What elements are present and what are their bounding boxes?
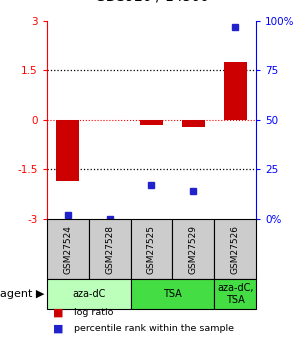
Bar bbox=[131, 219, 172, 279]
Bar bbox=[224, 62, 247, 120]
Text: ■: ■ bbox=[53, 307, 64, 317]
Bar bbox=[47, 279, 131, 309]
Text: percentile rank within the sample: percentile rank within the sample bbox=[74, 324, 234, 333]
Text: agent ▶: agent ▶ bbox=[0, 289, 44, 299]
Bar bbox=[214, 279, 256, 309]
Bar bbox=[214, 219, 256, 279]
Bar bbox=[56, 120, 79, 181]
Text: GSM27525: GSM27525 bbox=[147, 225, 156, 274]
Text: aza-dC: aza-dC bbox=[72, 289, 105, 299]
Bar bbox=[89, 219, 131, 279]
Text: aza-dC,
TSA: aza-dC, TSA bbox=[217, 283, 253, 305]
Bar bbox=[182, 120, 205, 127]
Text: GDS920 / 14500: GDS920 / 14500 bbox=[95, 0, 208, 3]
Bar bbox=[172, 219, 214, 279]
Text: GSM27524: GSM27524 bbox=[63, 225, 72, 274]
Text: GSM27526: GSM27526 bbox=[231, 225, 240, 274]
Text: TSA: TSA bbox=[163, 289, 182, 299]
Text: log ratio: log ratio bbox=[74, 308, 114, 317]
Text: GSM27529: GSM27529 bbox=[189, 225, 198, 274]
Bar bbox=[140, 120, 163, 125]
Text: GSM27528: GSM27528 bbox=[105, 225, 114, 274]
Text: ■: ■ bbox=[53, 324, 64, 334]
Bar bbox=[131, 279, 214, 309]
Bar bbox=[47, 219, 89, 279]
